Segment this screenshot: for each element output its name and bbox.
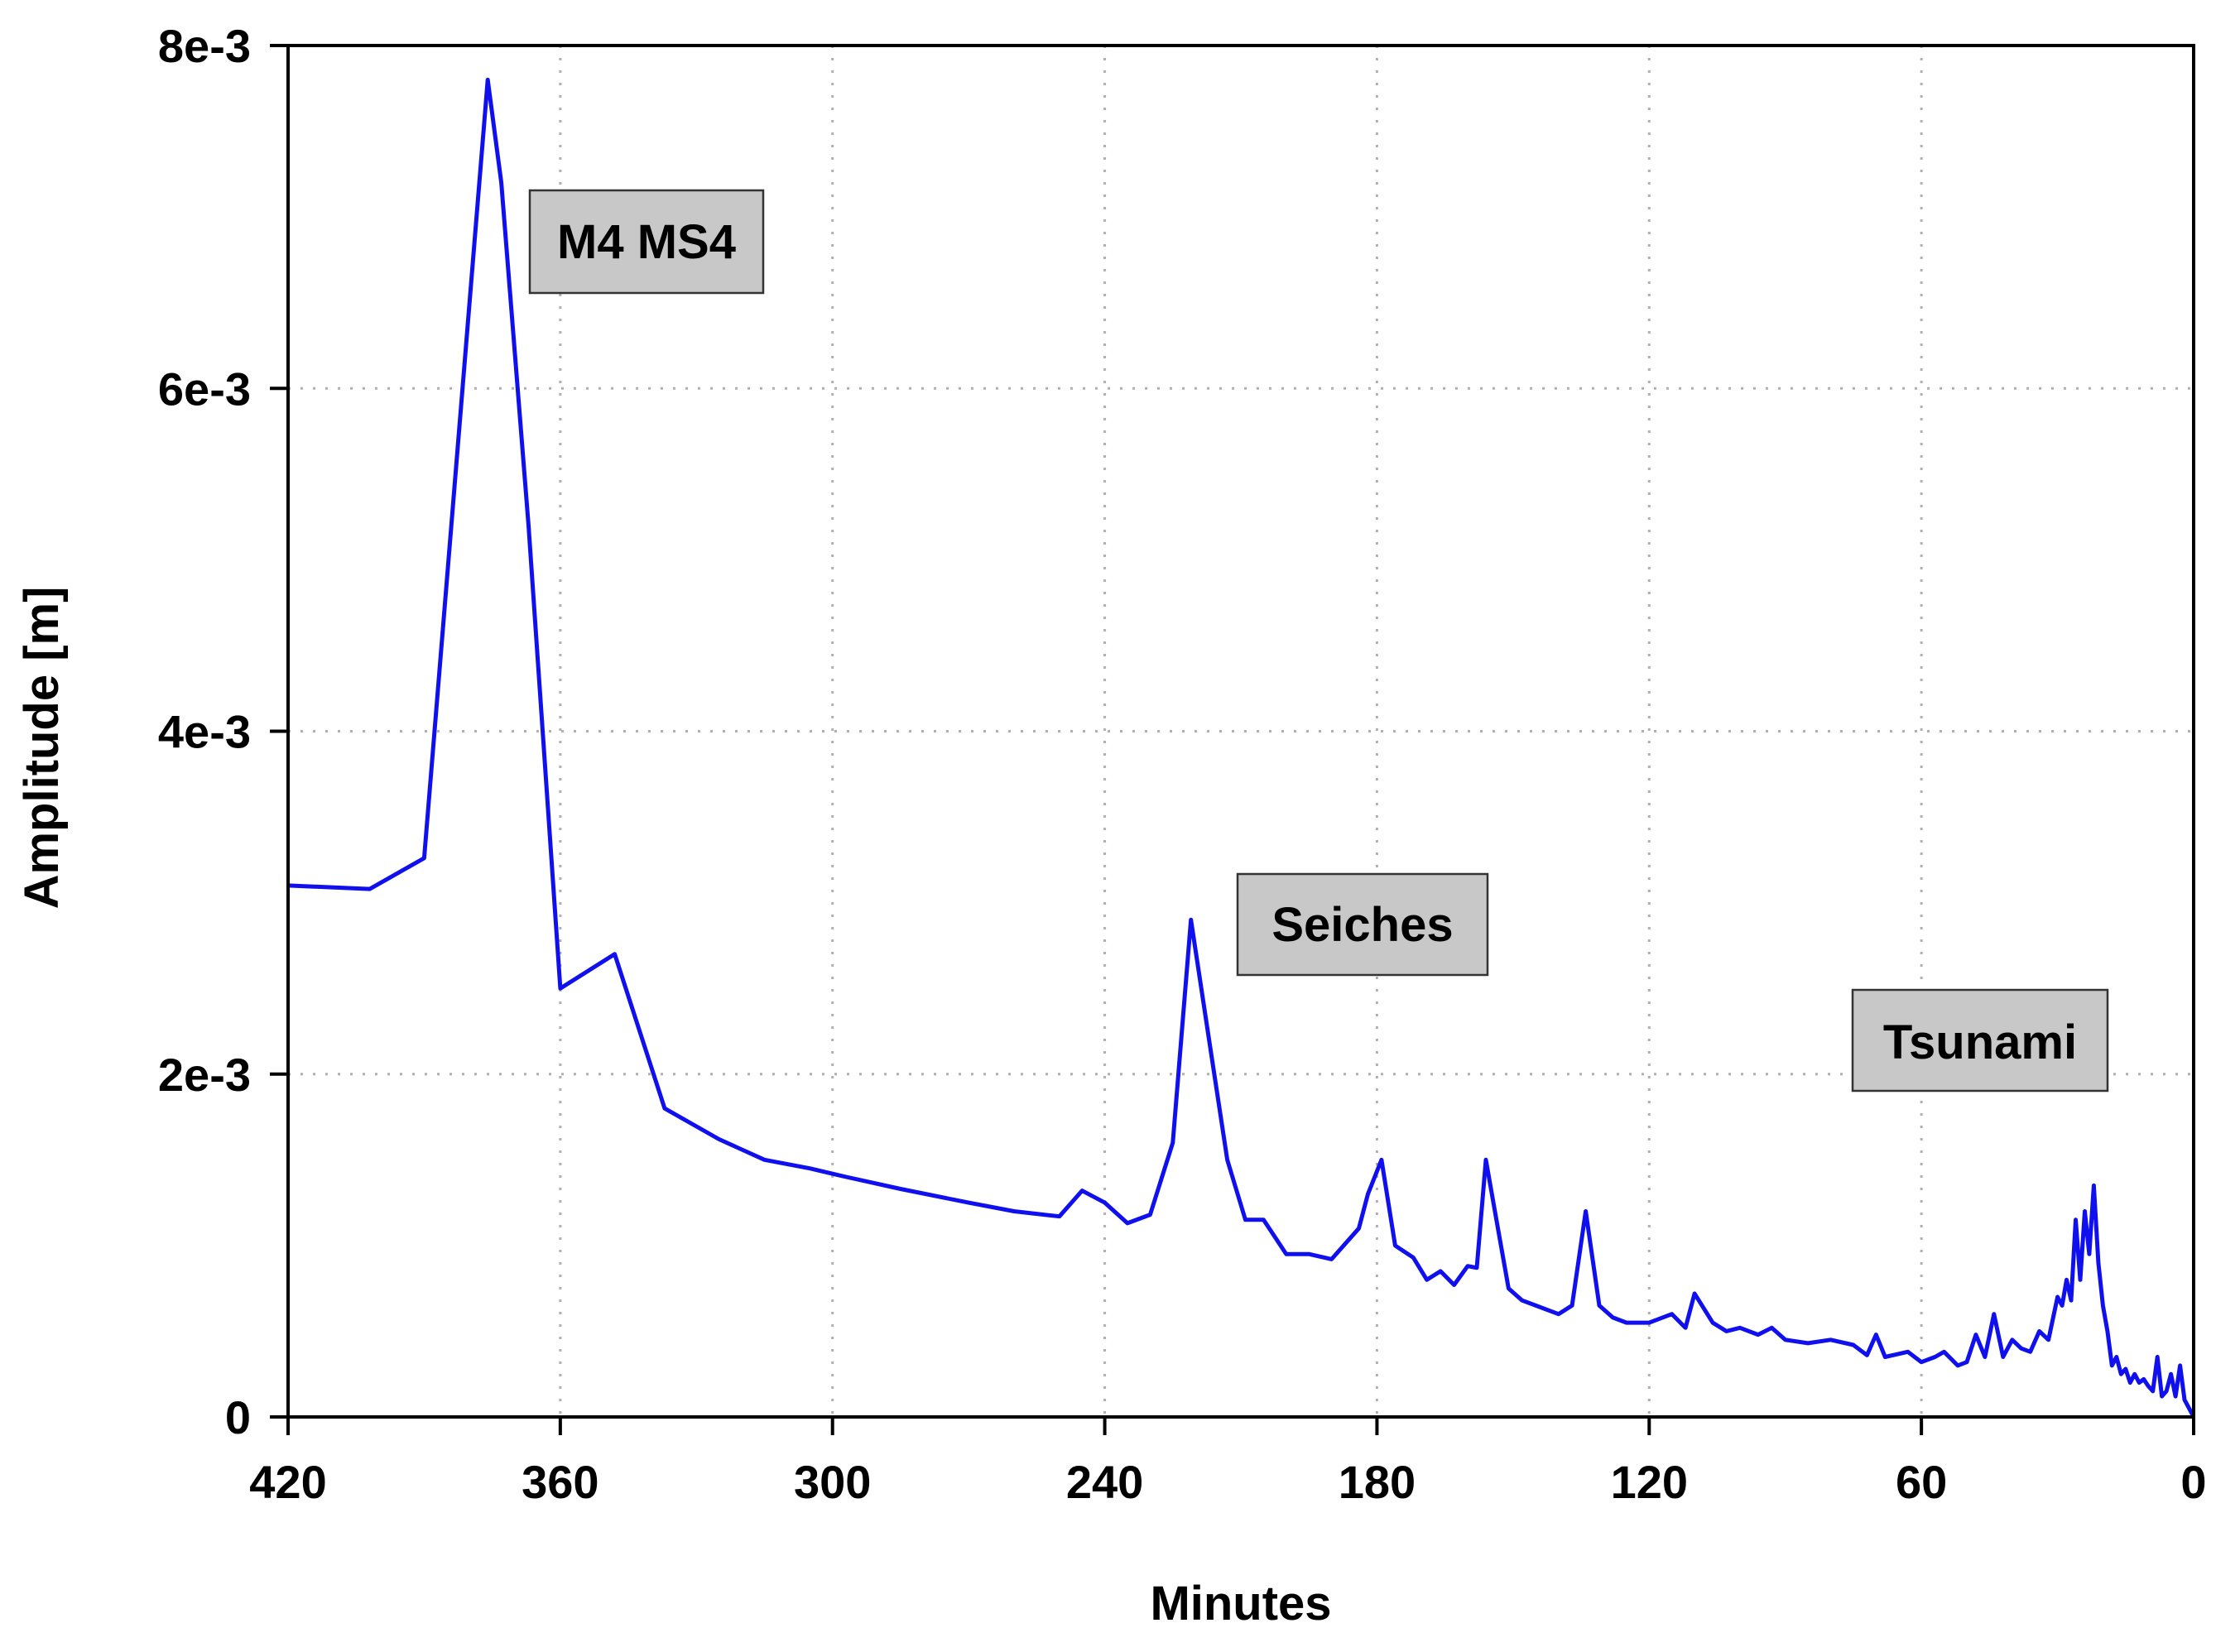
axis-ticks [270,44,2195,1435]
x-tick-label: 360 [522,1456,598,1508]
y-tick-label: 8e-3 [158,20,251,72]
line-series-layer [287,77,2196,1419]
annotation-box [1851,988,2109,1093]
annotation-box [528,189,765,295]
x-tick-labels: 420 360 300 240 180 120 60 0 [249,1456,2206,1508]
y-tick-label: 6e-3 [158,363,251,415]
series-line-0 [287,77,2196,1419]
x-tick-label: 420 [249,1456,326,1508]
grid-lines [288,46,2194,1417]
y-tick-label: 2e-3 [158,1049,251,1101]
annotation-text: M4 MS4 [557,215,736,269]
x-tick-label: 300 [794,1456,871,1508]
y-tick-label: 0 [225,1391,251,1443]
annotation-text: Tsunami [1883,1016,2077,1069]
annotation-seiches: Seiches [1236,872,1489,977]
x-axis-title: Minutes [1150,1577,1331,1630]
annotation-m4-ms4: M4 MS4 [528,189,765,295]
annotation-tsunami: Tsunami [1851,988,2109,1093]
y-tick-labels: 0 2e-3 4e-3 6e-3 8e-3 [158,20,251,1443]
x-tick-label: 180 [1339,1456,1416,1508]
x-tick-label: 240 [1066,1456,1143,1508]
x-tick-label: 120 [1611,1456,1688,1508]
y-axis-title: Amplitude [m] [15,587,69,910]
y-tick-label: 4e-3 [158,706,251,758]
x-tick-label: 60 [1896,1456,1947,1508]
annotations: M4 MS4 Seiches Tsunami [528,189,2109,1093]
annotation-text: Seiches [1271,898,1453,952]
x-tick-label: 0 [2180,1456,2206,1508]
annotation-box [1236,872,1489,977]
